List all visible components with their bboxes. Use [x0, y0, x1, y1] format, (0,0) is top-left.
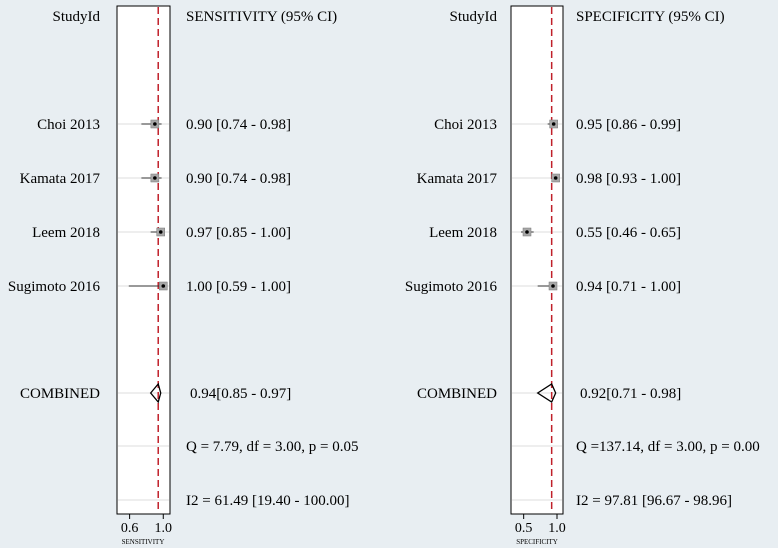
ci-header: SENSITIVITY (95% CI) — [186, 9, 337, 25]
study-label: Kamata 2017 — [20, 171, 101, 187]
combined-ci-value: 0.94[0.85 - 0.97] — [190, 386, 291, 402]
x-axis-label: SENSITIVITY — [122, 538, 165, 546]
sensitivity-panel: StudyId SENSITIVITY (95% CI) Choi 2013 K… — [8, 5, 358, 546]
study-ci-value: 0.98 [0.93 - 1.00] — [576, 171, 681, 187]
point-estimate — [553, 176, 558, 180]
study-ci-value: 0.90 [0.74 - 0.98] — [186, 117, 291, 133]
study-label: Leem 2018 — [32, 225, 100, 241]
point-estimate — [161, 284, 166, 288]
study-label: Choi 2013 — [37, 117, 100, 133]
point-estimate — [153, 176, 157, 180]
study-ci-value: 0.94 [0.71 - 1.00] — [576, 279, 681, 295]
point-estimate — [551, 284, 555, 288]
heterogeneity-i2: I2 = 61.49 [19.40 - 100.00] — [186, 493, 349, 509]
point-estimate — [158, 230, 163, 234]
point-estimate — [153, 122, 157, 126]
x-tick-label: 0.5 — [515, 521, 533, 536]
study-ci-value: 0.55 [0.46 - 0.65] — [576, 225, 681, 241]
point-estimate — [525, 230, 529, 234]
specificity-panel: StudyId SPECIFICITY (95% CI) Choi 2013 K… — [405, 5, 760, 546]
study-ci-value: 0.95 [0.86 - 0.99] — [576, 117, 681, 133]
x-tick-label: 1.0 — [548, 521, 566, 536]
combined-diamond — [149, 382, 162, 404]
combined-ci-value: 0.92[0.71 - 0.98] — [580, 386, 681, 402]
x-tick-label: 0.6 — [121, 521, 139, 536]
x-tick-label: 1.0 — [155, 521, 173, 536]
combined-label: COMBINED — [417, 386, 497, 402]
studyid-header: StudyId — [449, 9, 497, 25]
ci-header: SPECIFICITY (95% CI) — [576, 9, 725, 25]
heterogeneity-q: Q =137.14, df = 3.00, p = 0.00 — [576, 439, 760, 455]
study-label: Sugimoto 2016 — [8, 279, 101, 295]
heterogeneity-q: Q = 7.79, df = 3.00, p = 0.05 — [186, 439, 358, 455]
plot-area — [116, 5, 171, 515]
study-label: Sugimoto 2016 — [405, 279, 498, 295]
studyid-header: StudyId — [52, 9, 100, 25]
heterogeneity-i2: I2 = 97.81 [96.67 - 98.96] — [576, 493, 732, 509]
study-ci-value: 0.90 [0.74 - 0.98] — [186, 171, 291, 187]
plot-area — [510, 5, 564, 515]
study-ci-value: 0.97 [0.85 - 1.00] — [186, 225, 291, 241]
x-axis-label: SPECIFICITY — [516, 538, 558, 546]
point-estimate — [551, 122, 556, 126]
study-label: Leem 2018 — [429, 225, 497, 241]
combined-diamond — [536, 383, 557, 403]
combined-label: COMBINED — [20, 386, 100, 402]
study-label: Kamata 2017 — [417, 171, 498, 187]
study-ci-value: 1.00 [0.59 - 1.00] — [186, 279, 291, 295]
study-label: Choi 2013 — [434, 117, 497, 133]
